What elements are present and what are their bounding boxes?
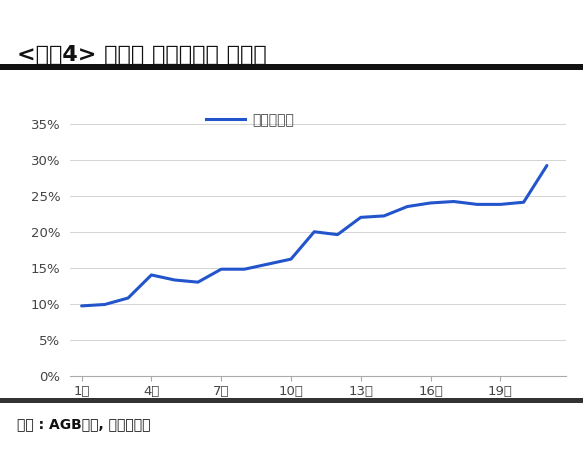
Text: <그림4> 드라마 펜트하우스 시청률: <그림4> 드라마 펜트하우스 시청률 [17,45,267,65]
Legend: 펜트하우스: 펜트하우스 [201,107,300,132]
Text: 자료 : AGB닐슨, 현대차증권: 자료 : AGB닐슨, 현대차증권 [17,418,151,432]
